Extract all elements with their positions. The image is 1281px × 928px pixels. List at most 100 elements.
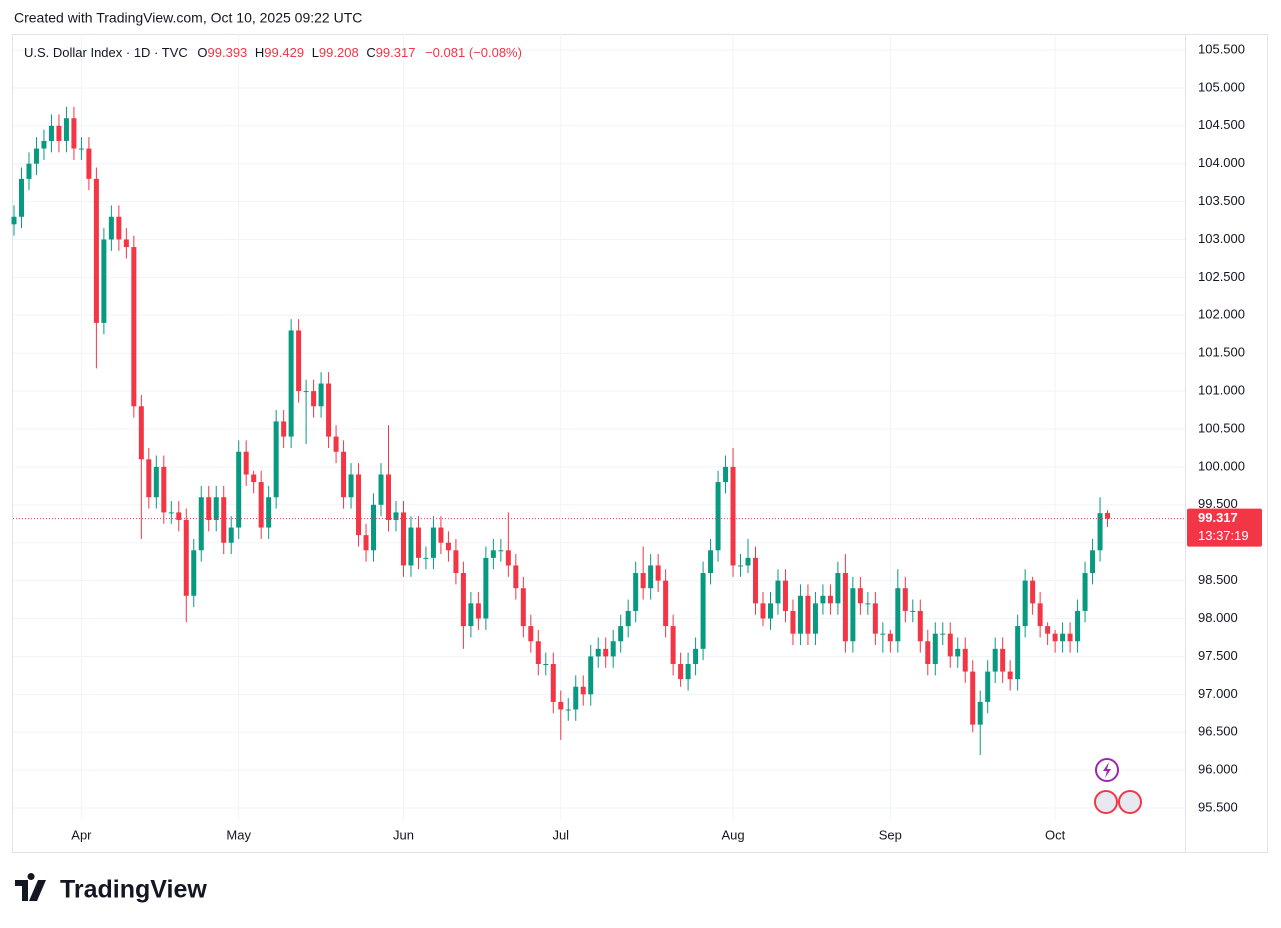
candle-body — [693, 648, 699, 664]
candle-body — [1007, 671, 1013, 680]
y-tick-label: 97.500 — [1198, 648, 1238, 663]
candle-body — [468, 603, 474, 627]
candle-body — [296, 330, 302, 392]
candle-body — [123, 239, 129, 248]
candle-body — [842, 573, 848, 642]
candle-body — [281, 421, 287, 437]
candle-body — [850, 588, 856, 642]
candle-body — [475, 603, 481, 619]
x-tick-label: Jul — [552, 827, 569, 842]
logo-mark — [15, 873, 46, 901]
x-tick-label: Apr — [71, 827, 92, 842]
y-tick-label: 100.500 — [1198, 420, 1245, 435]
candle-body — [558, 701, 564, 710]
candle-body — [1075, 610, 1081, 642]
candle-body — [153, 466, 159, 498]
candle-body — [1097, 513, 1103, 551]
candle-body — [183, 519, 189, 596]
candle-body — [655, 565, 661, 581]
candle-body — [513, 565, 519, 589]
candle-body — [550, 663, 556, 702]
candle-body — [738, 565, 744, 567]
candle-body — [93, 178, 99, 323]
legend-l: L — [312, 45, 319, 60]
candle-body — [393, 512, 399, 520]
candle-body — [640, 573, 646, 589]
candle-body — [1030, 580, 1036, 604]
candle-body — [648, 565, 654, 589]
x-tick-label: Aug — [721, 827, 744, 842]
header: Created with TradingView.com, Oct 10, 20… — [14, 10, 362, 26]
legend-change: −0.081 (−0.08%) — [425, 45, 522, 60]
logo-text: TradingView — [60, 876, 207, 904]
candle-body — [663, 580, 669, 627]
candle-body — [371, 504, 377, 551]
candle-body — [146, 459, 152, 498]
candle-body — [708, 550, 714, 574]
candle-body — [753, 557, 759, 604]
candle-body — [588, 656, 594, 695]
candle-body — [116, 216, 122, 240]
grid — [13, 34, 1185, 820]
candle-body — [18, 178, 24, 217]
candle-body — [213, 497, 219, 520]
candle-body — [827, 595, 833, 604]
candle-body — [333, 436, 339, 452]
candle-body — [258, 482, 264, 528]
candle-body — [1045, 626, 1051, 634]
candle-body — [191, 550, 197, 596]
candle-body — [176, 512, 182, 520]
y-tick-label: 98.500 — [1198, 572, 1238, 587]
candle-body — [730, 466, 736, 566]
candle-body — [483, 557, 489, 619]
candle-body — [168, 512, 174, 514]
event-icons — [1094, 758, 1142, 814]
candle-body — [678, 663, 684, 680]
candle-body — [161, 466, 167, 513]
x-tick-label: Sep — [879, 827, 902, 842]
candle-body — [453, 550, 459, 574]
candle-body — [408, 527, 414, 566]
y-tick-label: 101.500 — [1198, 345, 1245, 360]
legend-close: 99.317 — [376, 45, 416, 60]
candle-body — [820, 595, 826, 604]
y-tick-label: 103.500 — [1198, 193, 1245, 208]
y-tick-label: 96.000 — [1198, 762, 1238, 777]
candle-body — [895, 588, 901, 642]
candle-body — [835, 573, 841, 604]
candle-body — [33, 148, 39, 164]
legend-h: H — [255, 45, 264, 60]
candle-body — [341, 451, 347, 498]
candle-body — [970, 671, 976, 725]
candle-body — [940, 633, 946, 635]
candle-body — [962, 648, 968, 672]
candle-body — [543, 663, 549, 665]
y-tick-label: 104.500 — [1198, 117, 1245, 132]
legend-c: C — [366, 45, 375, 60]
candle-body — [1000, 648, 1006, 672]
logo: TradingView — [15, 873, 207, 904]
candle-body — [715, 482, 721, 551]
candle-body — [902, 588, 908, 611]
candle-body — [318, 383, 324, 407]
candle-body — [243, 451, 249, 475]
candle-body — [71, 118, 77, 149]
candle-body — [977, 701, 983, 725]
candle-body — [273, 421, 279, 498]
candle-body — [430, 527, 436, 558]
x-tick-label: Oct — [1045, 827, 1066, 842]
candle-body — [460, 573, 466, 627]
candle-body — [86, 148, 92, 179]
candle-body — [573, 686, 579, 710]
candle-body — [378, 474, 384, 505]
y-tick-label: 96.500 — [1198, 724, 1238, 739]
y-tick-label: 100.000 — [1198, 458, 1245, 473]
candle-body — [11, 216, 17, 225]
y-tick-label: 105.500 — [1198, 41, 1245, 56]
candle-body — [797, 595, 803, 634]
candle-body — [535, 641, 541, 664]
candle-body — [723, 466, 729, 483]
price-label: 99.317 — [1198, 510, 1238, 525]
candle-body — [1060, 633, 1066, 642]
candle-body — [745, 557, 751, 566]
